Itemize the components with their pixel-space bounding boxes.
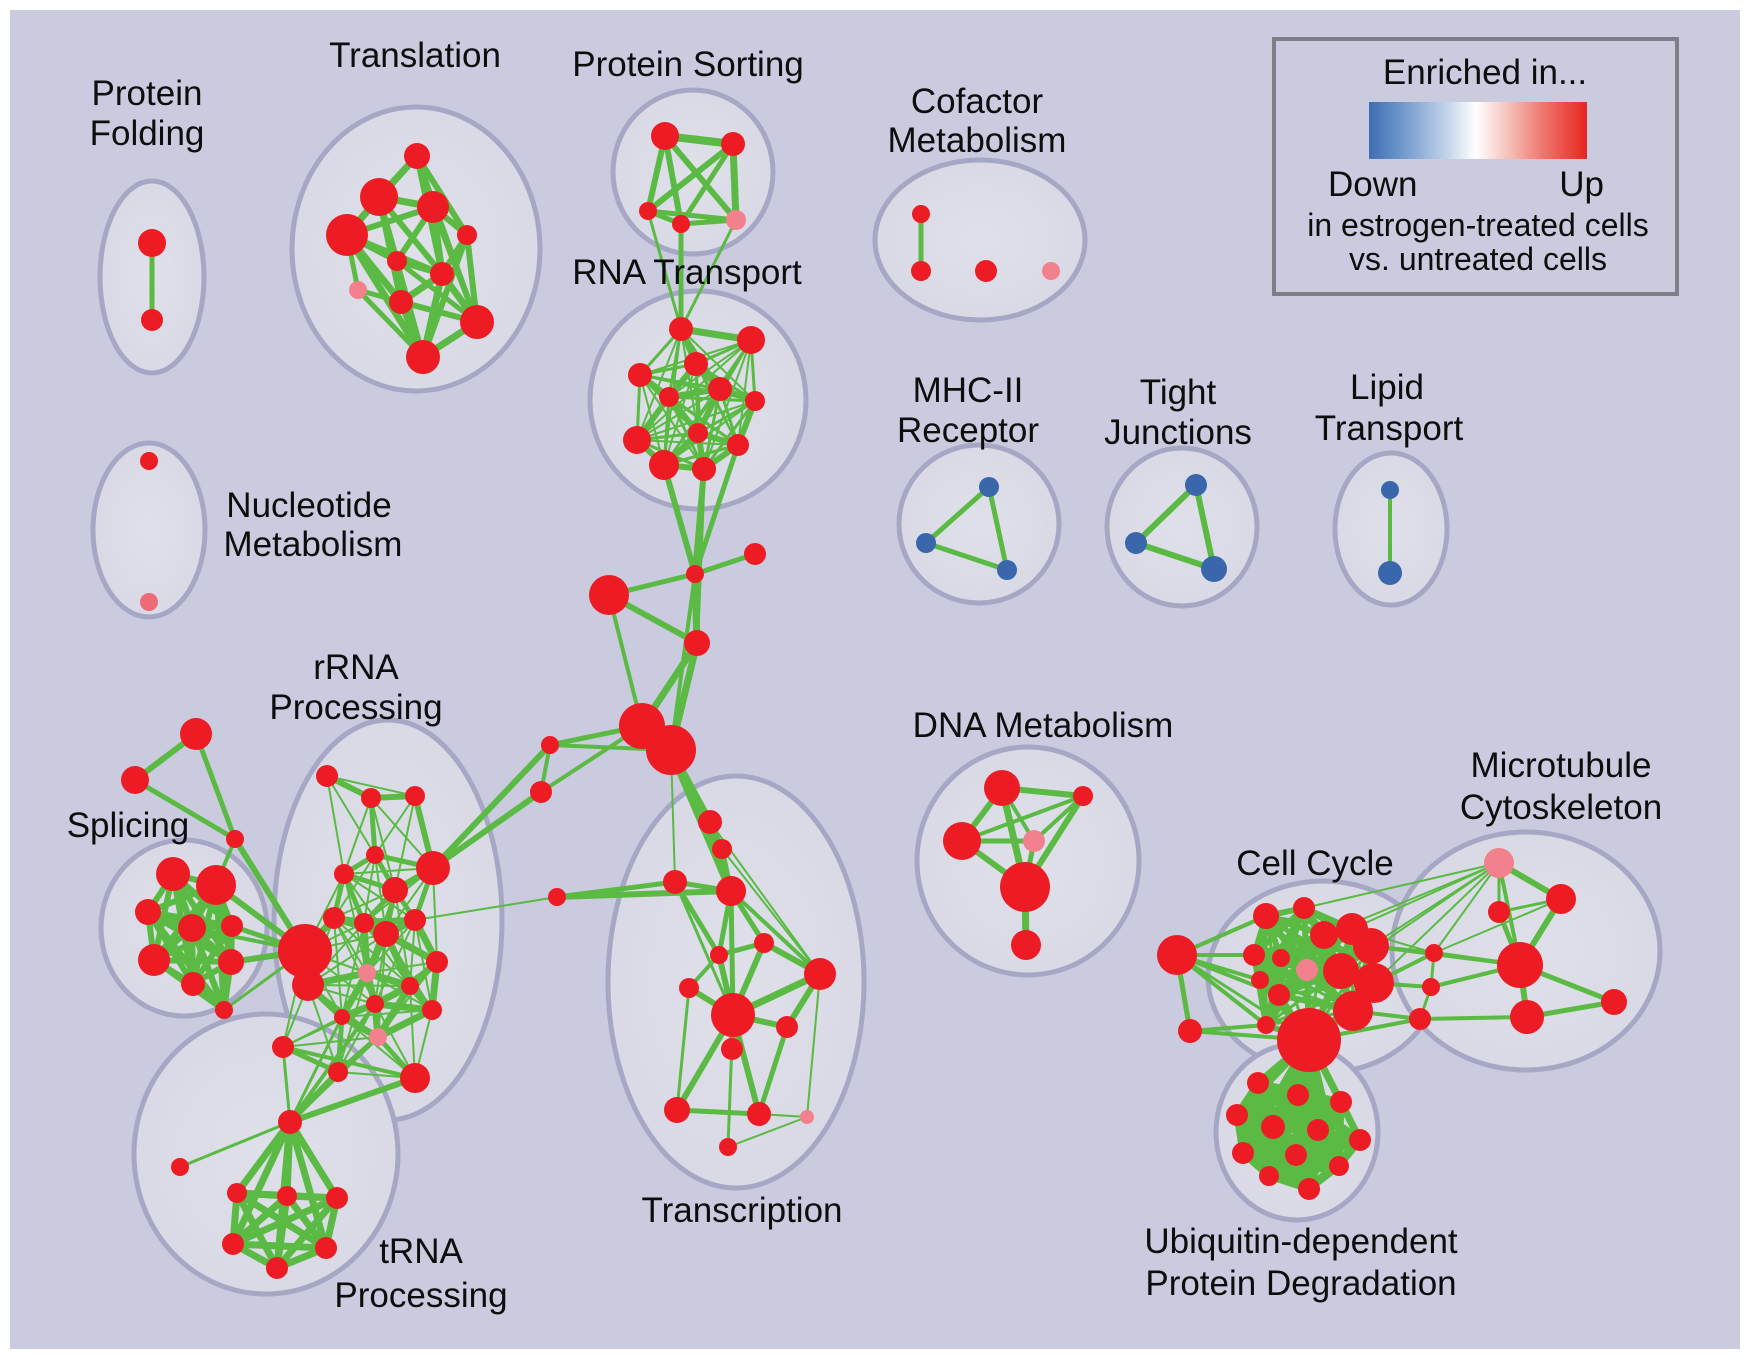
svg-text:Metabolism: Metabolism: [888, 121, 1067, 160]
svg-text:Protein: Protein: [92, 74, 203, 113]
svg-text:Metabolism: Metabolism: [224, 525, 403, 564]
svg-text:Cell Cycle: Cell Cycle: [1236, 844, 1394, 883]
svg-text:Down: Down: [1328, 165, 1417, 204]
svg-text:tRNA: tRNA: [379, 1232, 463, 1271]
svg-text:Protein Degradation: Protein Degradation: [1145, 1264, 1456, 1303]
svg-text:Receptor: Receptor: [897, 411, 1039, 450]
svg-text:rRNA: rRNA: [313, 648, 399, 687]
svg-text:Nucleotide: Nucleotide: [226, 486, 391, 525]
svg-text:Ubiquitin-dependent: Ubiquitin-dependent: [1144, 1222, 1458, 1261]
svg-text:DNA Metabolism: DNA Metabolism: [913, 706, 1174, 745]
svg-text:vs. untreated cells: vs. untreated cells: [1349, 241, 1607, 277]
svg-text:Processing: Processing: [269, 688, 442, 727]
svg-text:RNA Transport: RNA Transport: [572, 253, 802, 292]
svg-text:Cofactor: Cofactor: [911, 82, 1044, 121]
svg-text:MHC-II: MHC-II: [913, 371, 1024, 410]
svg-text:Tight: Tight: [1140, 373, 1217, 412]
svg-text:Microtubule: Microtubule: [1471, 746, 1652, 785]
svg-text:Splicing: Splicing: [67, 806, 190, 845]
svg-text:Junctions: Junctions: [1104, 413, 1252, 452]
svg-text:Processing: Processing: [334, 1276, 507, 1315]
svg-text:Protein Sorting: Protein Sorting: [572, 45, 804, 84]
svg-text:Up: Up: [1559, 165, 1604, 204]
svg-text:Folding: Folding: [90, 114, 205, 153]
svg-text:Lipid: Lipid: [1350, 368, 1424, 407]
svg-text:in estrogen-treated cells: in estrogen-treated cells: [1307, 207, 1649, 243]
svg-text:Translation: Translation: [329, 36, 501, 75]
svg-text:Transcription: Transcription: [642, 1191, 843, 1230]
svg-text:Cytoskeleton: Cytoskeleton: [1460, 788, 1662, 827]
svg-text:Enriched in...: Enriched in...: [1383, 53, 1587, 92]
svg-text:Transport: Transport: [1315, 409, 1464, 448]
